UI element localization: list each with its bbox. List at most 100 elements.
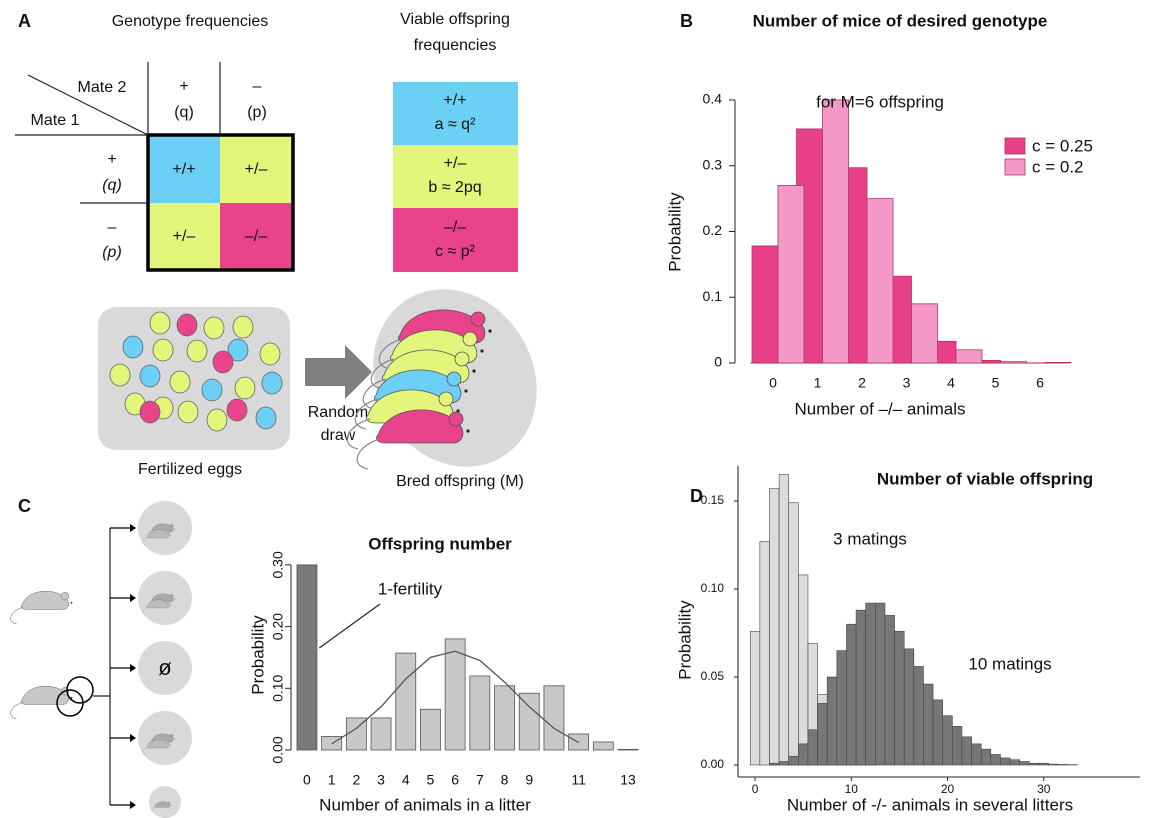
- panel-label: C: [18, 496, 31, 516]
- histogram-bar: [808, 730, 818, 765]
- arrow-label: draw: [321, 427, 356, 444]
- heading: frequencies: [414, 37, 497, 54]
- y-tick-label: 0.20: [270, 613, 286, 640]
- empty-litter: ø: [158, 655, 171, 680]
- chart-title: Number of mice of desired genotype: [753, 11, 1048, 30]
- allele-frequency: (p): [102, 244, 122, 261]
- y-tick-label: 0: [714, 354, 722, 370]
- bar: [297, 565, 317, 750]
- x-tick-label: 3: [903, 375, 911, 391]
- bar: [519, 693, 539, 750]
- bar: [867, 199, 893, 363]
- frequency: c ≈ p²: [435, 243, 476, 260]
- y-tick-label: 0.15: [701, 493, 725, 507]
- genotype-cell: +/–: [245, 161, 268, 178]
- histogram-bar: [789, 756, 799, 765]
- histogram-bar: [779, 761, 789, 765]
- x-axis-title: Number of animals in a litter: [319, 795, 531, 814]
- x-tick-label: 20: [941, 782, 955, 796]
- y-axis-title: Probability: [248, 615, 267, 695]
- histogram-bar: [981, 749, 991, 765]
- offspring-group: [341, 259, 568, 496]
- histogram-bar: [866, 603, 876, 765]
- x-tick-label: 5: [427, 772, 435, 788]
- bar: [823, 100, 849, 363]
- bar: [752, 246, 778, 363]
- y-tick-label: 0.05: [701, 669, 725, 683]
- genotype-cell: –/–: [245, 228, 267, 245]
- y-axis-title: Probability: [665, 192, 684, 272]
- histogram-bar: [760, 541, 770, 765]
- allele-frequency: (q): [102, 177, 122, 194]
- allele: +: [107, 151, 116, 168]
- series-label: 10 matings: [968, 654, 1051, 673]
- histogram-bar: [1058, 764, 1068, 765]
- histogram-bar: [943, 716, 953, 765]
- x-tick-label: 0: [752, 782, 759, 796]
- x-tick-label: 8: [501, 772, 509, 788]
- caption: Bred offspring (M): [396, 473, 524, 490]
- allele: +: [179, 78, 188, 95]
- bar: [593, 742, 613, 750]
- x-tick-label: 4: [947, 375, 955, 391]
- x-axis-title: Number of –/– animals: [794, 399, 965, 418]
- bar: [912, 304, 938, 363]
- histogram-bar: [904, 649, 914, 765]
- histogram-bar: [750, 631, 760, 765]
- x-tick-label: 0: [769, 375, 777, 391]
- histogram-bar: [1010, 760, 1020, 765]
- y-tick-label: 0.3: [703, 156, 723, 172]
- y-tick-label: 0.00: [701, 757, 725, 771]
- mate-label: Mate 1: [31, 112, 80, 129]
- histogram-bar: [769, 763, 779, 765]
- allele: –: [108, 219, 117, 236]
- y-tick-label: 0.10: [701, 581, 725, 595]
- x-tick-label: 10: [845, 782, 859, 796]
- bar: [495, 686, 515, 750]
- bar: [420, 709, 440, 750]
- genotype: –/–: [444, 219, 466, 236]
- y-tick-label: 0.4: [703, 91, 723, 107]
- bar: [445, 639, 465, 750]
- figure: A Genotype frequencies Viable offspring …: [0, 0, 1173, 818]
- legend-label: c = 0.25: [1032, 136, 1093, 155]
- arrow: [305, 345, 372, 399]
- bar: [396, 653, 416, 750]
- genotype: +/–: [444, 155, 467, 172]
- histogram-bar: [952, 726, 962, 765]
- legend-label: c = 0.2: [1032, 157, 1084, 176]
- histogram-bar: [846, 624, 856, 765]
- allele: –: [253, 78, 262, 95]
- x-tick-label: 30: [1037, 782, 1051, 796]
- histogram-bar: [895, 631, 905, 765]
- x-tick-label: 2: [858, 375, 866, 391]
- x-tick-label: 4: [402, 772, 410, 788]
- histogram-bar: [1039, 763, 1049, 765]
- histogram-bar: [1000, 758, 1010, 765]
- y-tick-label: 0.30: [270, 551, 286, 578]
- annotation-pointer: [319, 604, 380, 648]
- x-axis-title: Number of -/- animals in several litters: [787, 795, 1073, 814]
- panel-label: A: [18, 11, 31, 31]
- genotype: +/+: [443, 92, 466, 109]
- histogram-bar: [837, 651, 847, 765]
- x-tick-label: 3: [377, 772, 385, 788]
- histogram-bar: [1049, 764, 1059, 765]
- histogram-bar: [779, 475, 789, 765]
- heading: Genotype frequencies: [112, 13, 269, 30]
- bar: [956, 350, 982, 363]
- chart-title: Number of viable offspring: [877, 469, 1093, 488]
- x-tick-label: 11: [571, 772, 586, 788]
- bar: [1001, 362, 1027, 363]
- y-tick-label: 0.00: [270, 736, 286, 763]
- frequency: b ≈ 2pq: [428, 179, 481, 196]
- mate-label: Mate 2: [78, 79, 127, 96]
- chart-title: Offspring number: [368, 534, 512, 553]
- histogram-bar: [798, 575, 808, 765]
- allele-frequency: (p): [247, 104, 267, 121]
- legend-swatch: [1005, 138, 1025, 154]
- y-tick-label: 0.2: [703, 222, 723, 238]
- y-axis-title: Probability: [675, 600, 694, 680]
- bar: [778, 185, 804, 363]
- caption: Fertilized eggs: [138, 461, 242, 478]
